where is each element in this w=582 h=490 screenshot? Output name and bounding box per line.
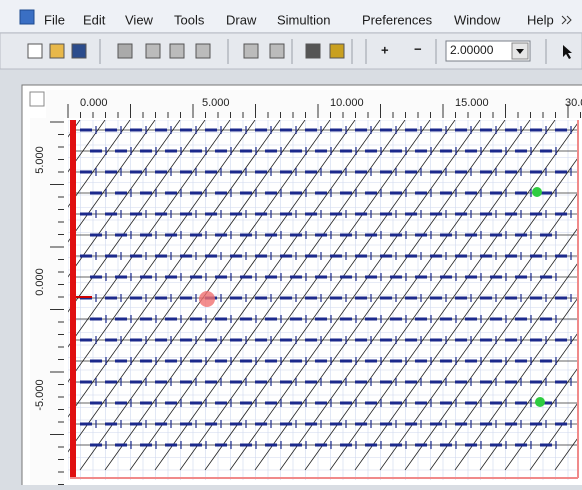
app-icon	[20, 10, 34, 24]
green-object[interactable]	[535, 397, 545, 407]
menu-item[interactable]: Window	[454, 12, 501, 27]
app-window: File Edit View Tools Draw Simultion Preference…	[0, 0, 582, 485]
tool-button[interactable]	[306, 44, 320, 58]
tool-button[interactable]	[270, 44, 284, 58]
tool-button[interactable]	[118, 44, 132, 58]
zoom-in[interactable]: +	[381, 42, 389, 57]
menu-item[interactable]: Tools	[174, 12, 205, 27]
x-ruler-label: 5.000	[202, 97, 230, 109]
x-ruler-label: 15.000	[455, 97, 489, 109]
menu-item[interactable]: Help	[527, 12, 554, 27]
y-ruler-label: -5.000	[34, 379, 46, 410]
menu-item[interactable]: Simultion	[277, 12, 330, 27]
x-ruler-label: 10.000	[330, 97, 364, 109]
menu-item[interactable]: Preferences	[362, 12, 433, 27]
red-boundary	[70, 120, 76, 478]
red-object[interactable]	[199, 291, 215, 307]
x-ruler-label: 30.0	[565, 97, 582, 109]
tool-button[interactable]	[170, 44, 184, 58]
tool-button[interactable]	[72, 44, 86, 58]
tool-button[interactable]	[196, 44, 210, 58]
tool-button[interactable]	[28, 44, 42, 58]
ruler-corner[interactable]	[30, 92, 44, 106]
menu-item[interactable]: Draw	[226, 12, 257, 27]
tool-button[interactable]	[330, 44, 344, 58]
tool-button[interactable]	[244, 44, 258, 58]
tool-button[interactable]	[146, 44, 160, 58]
menu-item[interactable]: File	[44, 12, 65, 27]
menu-item[interactable]: Edit	[83, 12, 106, 27]
top-ruler	[46, 90, 582, 118]
zoom-out[interactable]: −	[414, 41, 422, 56]
x-ruler-label: 0.000	[80, 97, 108, 109]
menu-item[interactable]: View	[125, 12, 154, 27]
green-object[interactable]	[532, 187, 542, 197]
y-ruler-label: 5.000	[34, 146, 46, 174]
zoom-value: 2.00000	[450, 43, 494, 57]
tool-button[interactable]	[50, 44, 64, 58]
y-ruler-label: 0.000	[34, 268, 46, 296]
